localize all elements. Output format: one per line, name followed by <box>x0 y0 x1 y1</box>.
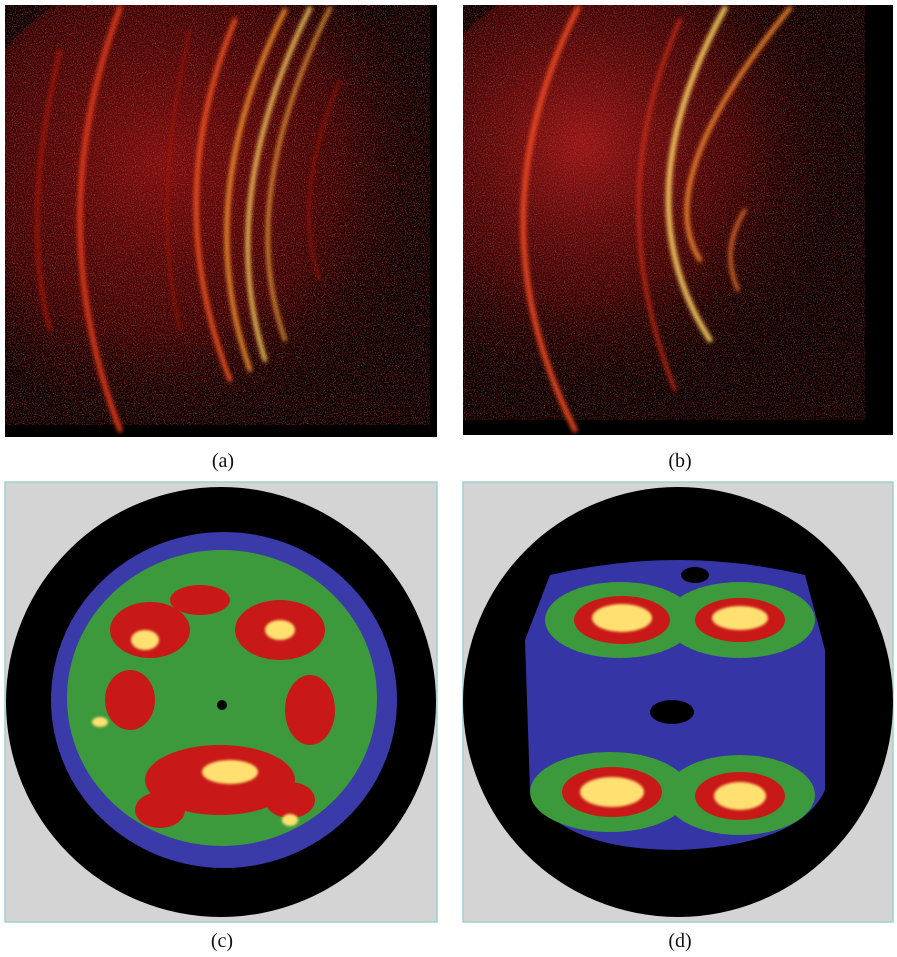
panel-label: (d) <box>668 930 691 952</box>
red-blob <box>110 602 190 658</box>
yellow-spot <box>282 814 298 826</box>
yellow-spot <box>265 620 295 640</box>
rings <box>35 5 341 433</box>
red-blob <box>105 670 155 730</box>
yellow-spots <box>92 620 298 826</box>
dark-spot <box>681 567 709 583</box>
ring <box>194 18 237 382</box>
red-blob <box>135 792 185 828</box>
ring <box>166 29 191 331</box>
panel-b-image <box>463 5 893 435</box>
panel-c-image <box>4 481 438 923</box>
noise <box>463 5 865 420</box>
rings <box>520 5 792 433</box>
ring <box>665 5 728 343</box>
ring <box>637 18 682 392</box>
lobes <box>530 582 815 835</box>
center-spot <box>217 700 227 710</box>
lobe <box>712 606 768 630</box>
lobe <box>714 782 766 810</box>
ring <box>77 5 123 433</box>
yellow-spot <box>202 760 258 784</box>
lobe <box>592 604 652 632</box>
ring <box>35 48 62 332</box>
ring <box>224 8 287 372</box>
ring <box>266 6 332 342</box>
red-blob <box>170 585 230 615</box>
panel-a-image <box>5 5 437 437</box>
noise <box>5 5 430 425</box>
panel-label: (b) <box>668 450 691 472</box>
yellow-spot <box>131 630 159 650</box>
panel-label: (c) <box>211 930 233 952</box>
ring <box>520 5 581 433</box>
ring <box>245 6 312 362</box>
yellow-spot <box>92 717 108 727</box>
ring <box>728 208 747 292</box>
red-blob <box>285 675 335 745</box>
red-blob <box>265 782 315 818</box>
panel-label: (a) <box>212 450 234 472</box>
ring <box>684 6 792 262</box>
ring <box>307 79 341 281</box>
center-spot <box>650 700 694 724</box>
panel-d-image <box>462 481 894 923</box>
lobe <box>580 777 644 807</box>
